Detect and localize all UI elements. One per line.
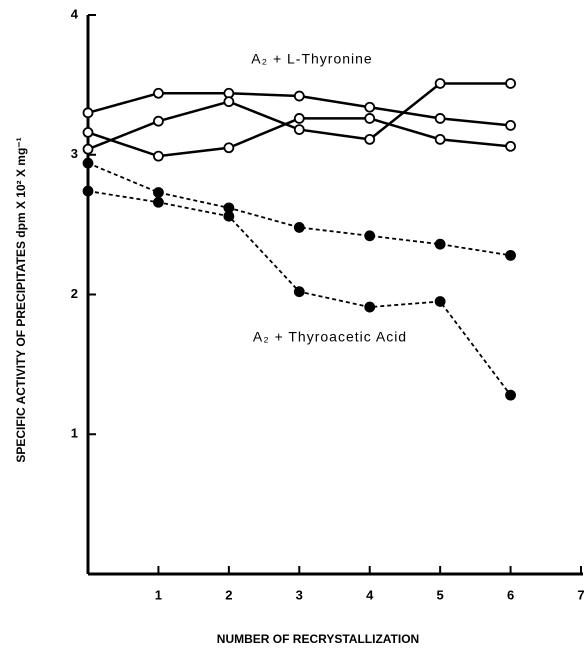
x-tick-label: 2 bbox=[225, 587, 232, 602]
data-point bbox=[153, 150, 164, 162]
data-point bbox=[293, 222, 305, 233]
data-point bbox=[505, 78, 516, 89]
x-tick-label: 7 bbox=[577, 587, 584, 602]
data-point bbox=[434, 113, 446, 124]
x-tick-label: 3 bbox=[296, 587, 303, 602]
data-point bbox=[434, 238, 446, 250]
data-point bbox=[505, 120, 516, 131]
x-tick-label: 5 bbox=[437, 587, 444, 602]
data-point bbox=[293, 90, 305, 102]
data-point bbox=[82, 107, 94, 119]
data-point bbox=[153, 87, 164, 99]
data-point bbox=[505, 249, 516, 261]
data-point bbox=[364, 230, 376, 242]
x-tick-label: 6 bbox=[507, 587, 514, 602]
data-point bbox=[293, 286, 305, 298]
y-tick-label: 2 bbox=[71, 286, 78, 301]
data-point bbox=[153, 196, 164, 208]
data-point bbox=[434, 296, 446, 307]
data-point bbox=[434, 133, 446, 145]
y-axis-label: SPECIFIC ACTIVITY OF PRECIPITATES dpm X … bbox=[14, 137, 28, 462]
data-point bbox=[223, 96, 235, 108]
data-point bbox=[505, 389, 516, 401]
data-point bbox=[82, 185, 94, 197]
data-point bbox=[364, 101, 376, 113]
data-point bbox=[293, 113, 305, 124]
x-tick-label: 1 bbox=[155, 587, 162, 602]
y-tick-label: 4 bbox=[71, 6, 79, 21]
data-point bbox=[223, 210, 235, 222]
series-line bbox=[87, 162, 511, 257]
data-point bbox=[505, 140, 516, 152]
x-axis-label: NUMBER OF RECRYSTALLIZATION bbox=[217, 632, 419, 646]
data-point bbox=[82, 143, 94, 155]
y-tick-label: 1 bbox=[71, 426, 78, 441]
y-tick-label: 3 bbox=[71, 146, 78, 161]
data-point bbox=[82, 126, 94, 138]
data-point bbox=[364, 113, 376, 124]
data-point bbox=[153, 187, 164, 198]
data-point bbox=[223, 142, 235, 154]
x-tick-label: 4 bbox=[366, 587, 374, 602]
data-point bbox=[434, 78, 446, 89]
data-point bbox=[364, 301, 376, 313]
data-point bbox=[82, 157, 94, 169]
data-point bbox=[153, 115, 164, 127]
annotation: A₂ + Thyroacetic Acid bbox=[253, 329, 407, 345]
data-point bbox=[293, 124, 305, 135]
data-point bbox=[364, 133, 376, 145]
annotation: A₂ + L-Thyronine bbox=[251, 51, 372, 67]
